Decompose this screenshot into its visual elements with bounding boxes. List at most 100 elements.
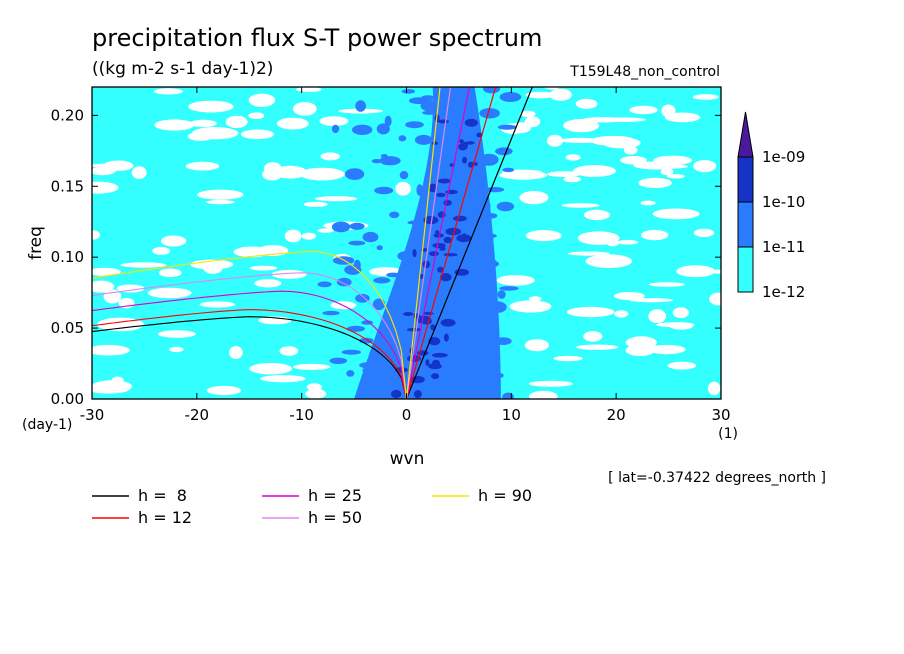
field-patch xyxy=(525,91,555,99)
field-patch xyxy=(468,381,491,388)
field-patch xyxy=(384,115,392,127)
field-patch xyxy=(693,160,717,173)
y-tick-label: 0.00 xyxy=(51,390,84,408)
field-patch xyxy=(638,177,672,188)
field-patch xyxy=(479,153,499,166)
field-patch xyxy=(429,392,439,399)
x-unit-label: (1) xyxy=(718,426,738,442)
field-patch xyxy=(451,104,472,115)
field-patch xyxy=(666,174,685,179)
y-tick-label: 0.05 xyxy=(51,319,84,337)
field-patch xyxy=(431,141,438,145)
field-patch xyxy=(566,306,615,318)
field-patch xyxy=(92,385,129,394)
field-patch xyxy=(376,123,390,135)
field-patch xyxy=(652,208,700,220)
field-patch xyxy=(528,380,573,387)
field-patch xyxy=(249,265,278,271)
field-patch xyxy=(459,139,464,144)
field-patch xyxy=(352,124,373,135)
field-patch xyxy=(376,350,385,362)
field-patch xyxy=(583,209,611,221)
field-patch xyxy=(111,376,124,385)
field-patch xyxy=(473,274,480,286)
field-patch xyxy=(371,370,378,380)
field-patch xyxy=(465,141,475,145)
field-patch xyxy=(443,253,458,257)
field-patch xyxy=(346,370,355,377)
field-patch xyxy=(640,200,656,206)
field-patch xyxy=(306,383,322,391)
field-patch xyxy=(379,156,401,166)
field-patch xyxy=(563,176,582,183)
x-tick-label: 20 xyxy=(607,406,626,424)
field-patch xyxy=(567,251,610,256)
field-patch xyxy=(271,269,307,279)
colorbar-label: 1e-11 xyxy=(762,238,805,256)
field-patch xyxy=(437,266,444,273)
field-patch xyxy=(428,337,441,346)
field-patch xyxy=(348,240,366,246)
field-patch xyxy=(472,307,490,313)
field-patch xyxy=(376,245,383,251)
field-patch xyxy=(623,146,638,155)
field-patch xyxy=(559,137,604,143)
field-patch xyxy=(470,304,479,309)
x-axis-ticks: -30 -20 -10 0 10 20 30 xyxy=(80,87,731,424)
colorbar: 1e-12 1e-11 1e-10 1e-09 xyxy=(737,111,805,301)
field-patch xyxy=(346,325,365,332)
field-patch xyxy=(667,361,697,370)
kelvin-wave-line xyxy=(405,87,441,399)
colorbar-extend-arrow xyxy=(737,111,754,158)
field-patch xyxy=(462,233,467,241)
field-patch xyxy=(317,228,334,233)
field-patch xyxy=(529,390,558,399)
field-patch xyxy=(676,265,716,278)
field-patch xyxy=(116,284,145,293)
field-patch xyxy=(669,322,694,330)
field-patch xyxy=(416,184,424,196)
field-patch xyxy=(389,295,409,305)
field-patch xyxy=(629,298,674,303)
field-patch xyxy=(391,389,402,399)
field-patch xyxy=(547,171,581,178)
field-patch xyxy=(331,221,351,233)
field-patch xyxy=(399,282,410,292)
legend-label: h = 8 xyxy=(138,486,187,505)
contour-field xyxy=(92,87,721,399)
x-tick-label: -20 xyxy=(185,406,210,424)
field-patch xyxy=(279,346,299,356)
field-patch xyxy=(496,201,515,212)
field-patch xyxy=(399,171,409,180)
field-patch xyxy=(656,347,677,355)
rossby-wave-curve xyxy=(92,316,408,399)
field-patch xyxy=(524,339,550,352)
colorbar-swatch xyxy=(737,246,754,293)
field-patch xyxy=(573,165,616,177)
field-patch xyxy=(502,392,514,399)
field-patch xyxy=(414,134,433,145)
field-patch xyxy=(295,87,322,92)
field-patch xyxy=(407,266,421,276)
field-patch xyxy=(606,239,619,247)
field-patch xyxy=(629,105,658,115)
field-patch xyxy=(447,388,467,396)
field-patch xyxy=(379,361,390,371)
field-patch xyxy=(260,375,306,383)
field-patch xyxy=(92,280,115,293)
field-patch xyxy=(472,372,494,383)
legend-label: h = 12 xyxy=(138,508,192,527)
field-patch xyxy=(464,118,478,127)
field-patch xyxy=(565,154,581,161)
field-patch xyxy=(430,166,451,175)
colorbar-label: 1e-10 xyxy=(762,193,805,211)
field-patch xyxy=(398,135,407,142)
field-patch xyxy=(365,383,385,393)
field-patch xyxy=(319,116,349,126)
field-patch xyxy=(432,242,446,249)
field-patch xyxy=(92,230,100,240)
field-patch xyxy=(614,310,629,318)
field-patch xyxy=(428,183,438,193)
field-patch xyxy=(301,232,316,240)
field-patch xyxy=(413,390,422,399)
